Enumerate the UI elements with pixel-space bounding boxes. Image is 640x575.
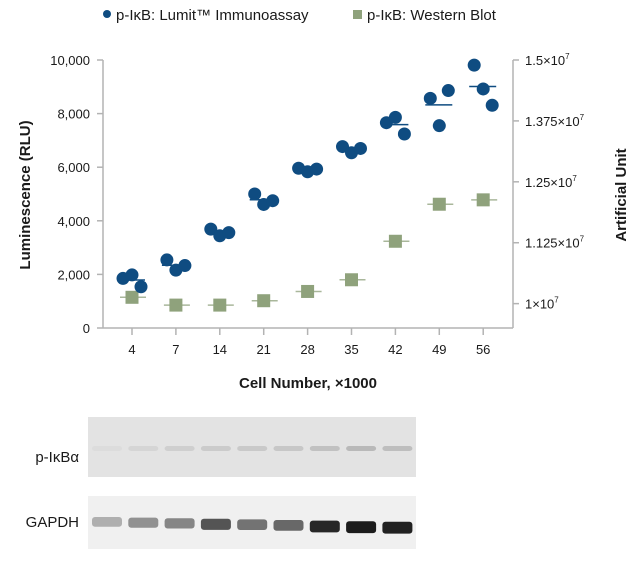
blot-band <box>309 520 340 533</box>
western-point <box>476 193 490 207</box>
lumit-point <box>204 222 218 236</box>
y2-tick-label: 1.375×107 <box>525 113 585 129</box>
lumit-point <box>354 141 367 155</box>
y2-tick-label: 1.125×107 <box>525 235 585 251</box>
legend-marker-lumit <box>103 10 111 18</box>
axes: 0 2,000 4,000 6,000 8,000 10,000 1×107 1.125×10… <box>50 52 584 357</box>
blot-band <box>164 446 195 451</box>
lumit-point <box>397 127 411 141</box>
western-point <box>257 294 271 308</box>
western-point <box>345 273 358 287</box>
y-tick-label: 4,000 <box>57 214 90 229</box>
lumit-point <box>441 84 455 98</box>
x-tick-label: 14 <box>213 342 227 357</box>
lumit-point <box>423 91 437 105</box>
x-tick-label: 35 <box>344 342 358 357</box>
x-tick-label: 21 <box>256 342 270 357</box>
lumit-point <box>467 58 481 72</box>
blot-band <box>346 521 377 534</box>
blot-band <box>92 446 122 451</box>
legend-label-western: p-IκB: Western Blot <box>367 7 497 24</box>
y2-axis-label: Artificial Unit <box>613 148 630 241</box>
lumit-point <box>388 110 402 124</box>
lumit-point <box>485 98 499 112</box>
blot-band <box>164 518 195 529</box>
y2-tick-label: 1×107 <box>525 296 559 312</box>
x-axis-label: Cell Number, ×1000 <box>239 375 377 392</box>
legend-marker-western <box>353 10 362 19</box>
lumit-point <box>432 119 446 133</box>
blot-band <box>273 520 304 531</box>
blot-band <box>200 518 231 530</box>
blot-label-gapdh: GAPDH <box>26 514 79 531</box>
blot-band <box>382 446 413 451</box>
blot-band <box>346 446 377 451</box>
blot-band <box>128 446 159 451</box>
x-tick-label: 7 <box>172 342 179 357</box>
blot-band <box>237 519 268 531</box>
blot-band <box>237 446 268 451</box>
western-point <box>125 290 139 304</box>
y-tick-label: 10,000 <box>50 53 90 68</box>
western-point <box>432 197 446 211</box>
western-point <box>213 298 227 312</box>
y-tick-label: 6,000 <box>57 160 90 175</box>
x-tick-label: 56 <box>476 342 490 357</box>
lumit-point <box>248 187 262 201</box>
y2-tick-label: 1.5×107 <box>525 52 570 68</box>
y2-tick-label: 1.25×107 <box>525 174 577 190</box>
blot-band <box>92 517 122 527</box>
blot-band <box>200 446 231 451</box>
western-point <box>169 298 183 312</box>
lumit-point <box>134 280 148 294</box>
blot-band <box>309 446 340 451</box>
legend: p-IκB: Lumit™ Immunoassay p-IκB: Western… <box>103 7 497 24</box>
lumit-point <box>222 226 236 240</box>
blot-label-p-ikba: p-IκBα <box>35 449 79 466</box>
blot-band <box>273 446 304 451</box>
data-marks <box>116 58 499 312</box>
western-point <box>388 234 402 248</box>
x-tick-label: 49 <box>432 342 446 357</box>
y-tick-label: 8,000 <box>57 107 90 122</box>
western-point <box>301 284 315 298</box>
lumit-point <box>160 253 174 267</box>
legend-label-lumit: p-IκB: Lumit™ Immunoassay <box>116 7 309 24</box>
lumit-point <box>476 82 490 96</box>
x-tick-label: 4 <box>128 342 135 357</box>
x-tick-label: 42 <box>388 342 402 357</box>
y-tick-label: 0 <box>83 321 90 336</box>
blot-band <box>128 517 159 528</box>
lumit-point <box>310 162 324 176</box>
blot-band <box>382 521 413 534</box>
lumit-point <box>266 194 280 208</box>
x-tick-label: 28 <box>300 342 314 357</box>
y-tick-label: 2,000 <box>57 267 90 282</box>
y-axis-label: Luminescence (RLU) <box>17 120 34 269</box>
western-blot: p-IκBα GAPDH <box>26 417 416 549</box>
lumit-point <box>125 268 139 282</box>
lumit-point <box>178 259 192 273</box>
